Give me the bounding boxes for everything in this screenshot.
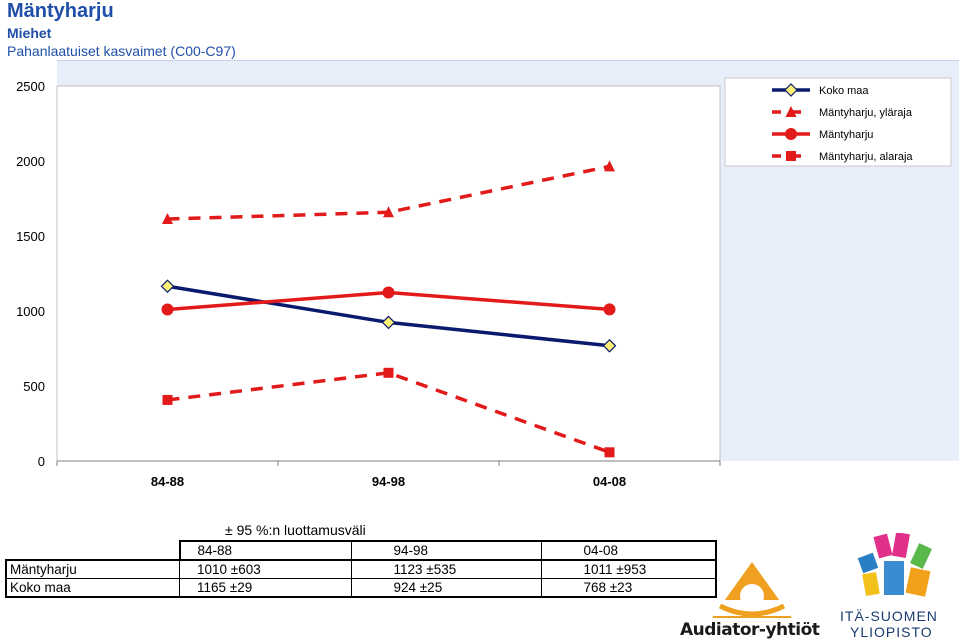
- uef-logo-line1: ITÄ-SUOMEN: [840, 608, 938, 624]
- data-point-2-0: [161, 303, 174, 316]
- data-point-3-0: [162, 394, 173, 405]
- data-point-1-0: [162, 213, 173, 225]
- table-header-row: 84-88 94-98 04-08: [6, 540, 717, 560]
- y-tick-label: 2000: [16, 154, 45, 169]
- table-cell: 1011 ±953: [541, 559, 717, 579]
- chart-description: Pahanlaatuiset kasvaimet (C00-C97): [7, 43, 236, 59]
- table-row: Mäntyharju 1010 ±603 1123 ±535 1011 ±953: [5, 559, 717, 579]
- legend-marker: [785, 106, 797, 117]
- table-header-cell: 84-88: [179, 540, 352, 560]
- y-tick-label: 1000: [16, 304, 45, 319]
- y-tick-label: 0: [38, 454, 45, 469]
- table-cell: 768 ±23: [541, 578, 717, 598]
- legend-label: Koko maa: [819, 85, 869, 97]
- page-subtitle: Miehet: [7, 25, 52, 41]
- data-point-2-2: [603, 303, 616, 316]
- table-row: Koko maa 1165 ±29 924 ±25 768 ±23: [5, 578, 717, 598]
- line-chart: 0 500 1000 1500 2000 2500 84-88 94-98 04-08 Koko …: [0, 60, 959, 500]
- y-tick-label: 2500: [16, 79, 45, 94]
- series-line-3: [167, 371, 611, 454]
- legend-marker: [786, 151, 796, 161]
- stats-table: 84-88 94-98 04-08 Mäntyharju 1010 ±603 1…: [5, 540, 717, 598]
- data-point-2-1: [382, 286, 395, 299]
- table-cell: 1165 ±29: [179, 578, 352, 598]
- table-cell: 1123 ±535: [351, 559, 542, 579]
- y-tick-label: 1500: [16, 229, 45, 244]
- table-header-cell: 94-98: [351, 540, 542, 560]
- x-tick-label: 04-08: [593, 474, 626, 489]
- data-point-3-2: [604, 447, 615, 458]
- x-tick-label: 84-88: [151, 474, 184, 489]
- data-point-0-0: [160, 279, 175, 294]
- row-label: Koko maa: [5, 578, 180, 598]
- table-cell: 924 ±25: [351, 578, 542, 598]
- legend-marker: [784, 83, 798, 97]
- y-tick-label: 500: [23, 379, 45, 394]
- legend-marker: [785, 128, 797, 140]
- uef-logo-icon: [857, 533, 932, 597]
- data-point-0-1: [381, 315, 396, 330]
- table-header-cell: 04-08: [541, 540, 717, 560]
- x-tick-label: 94-98: [372, 474, 405, 489]
- uef-logo-line2: YLIOPISTO: [850, 624, 933, 640]
- audiator-logo-icon: [712, 562, 792, 618]
- audiator-logo-text: Audiator-yhtiöt: [680, 620, 820, 640]
- confidence-interval-caption: ± 95 %:n luottamusväli: [225, 522, 366, 538]
- page-title: Mäntyharju: [7, 0, 114, 22]
- legend-label: Mäntyharju, alaraja: [819, 151, 913, 163]
- data-point-0-2: [602, 338, 617, 353]
- legend-box: [724, 77, 952, 167]
- plot-area: [56, 85, 721, 462]
- legend-label: Mäntyharju, yläraja: [819, 107, 913, 119]
- data-point-1-2: [604, 160, 615, 172]
- legend-label: Mäntyharju: [819, 129, 873, 141]
- table-cell: 1010 ±603: [179, 559, 352, 579]
- row-label: Mäntyharju: [5, 559, 180, 579]
- table-corner: [6, 541, 181, 560]
- data-point-1-1: [383, 206, 394, 218]
- data-point-3-1: [383, 367, 394, 378]
